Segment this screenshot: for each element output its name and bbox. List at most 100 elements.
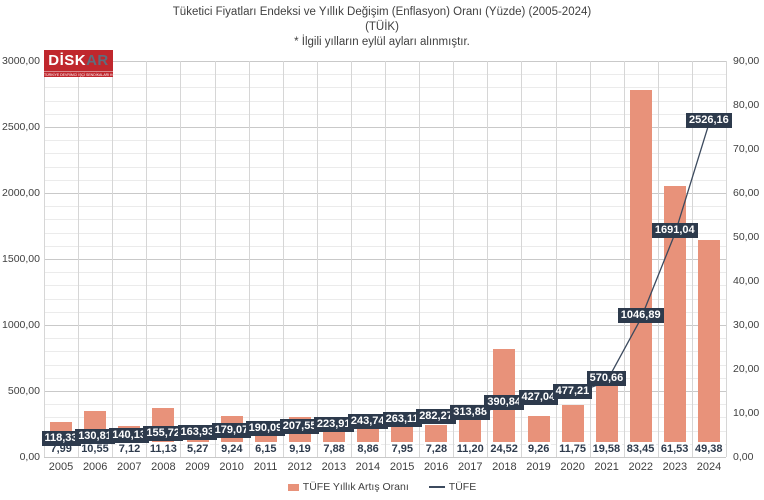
legend-line-label: TÜFE [448,481,477,493]
tufe-value-label-2024: 2526,16 [686,113,732,128]
tufe-value-label-2018: 390,84 [484,394,525,410]
bar-value-label-2006: 10,55 [79,442,111,457]
x-axis-label-2008: 2008 [151,461,176,473]
x-axis-label-2022: 2022 [628,461,654,473]
right-axis-label-50,00: 50,00 [733,231,760,243]
bar-value-label-2011: 6,15 [253,442,279,457]
tufe-value-label-2011: 190,09 [245,421,286,437]
bar-value-label-2012: 9,19 [287,442,313,457]
tufe-value-label-2022: 1046,89 [617,308,664,324]
left-axis-label-2500,00: 2500,00 [2,121,40,133]
gridline-vertical [146,61,148,457]
left-axis-label-3000,00: 3000,00 [2,55,40,67]
right-axis-label-0,00: 0,00 [733,451,754,463]
bar-series-swatch-icon [287,483,299,491]
tufe-value-label-2009: 163,93 [177,424,218,440]
chart-title: Tüketici Fiyatları Endeksi ve Yıllık Değ… [0,5,764,50]
bar-2024 [698,239,720,457]
bar-value-label-2014: 8,86 [355,442,381,457]
gridline-vertical [453,61,455,457]
diskar-logo-main: DİSK AR [44,50,113,71]
tufe-value-label-2017: 313,88 [450,405,490,421]
tufe-value-label-2013: 223,91 [313,416,354,432]
bar-value-label-2013: 7,88 [321,442,347,457]
x-axis-label-2011: 2011 [253,461,278,473]
gridline-vertical [657,61,659,457]
bar-value-label-2022: 83,45 [624,442,657,457]
gridline-vertical [282,61,284,457]
chart-title-line2: (TÜİK) [365,21,399,33]
diskar-logo-disk-text: DİSK [48,52,87,69]
tufe-value-label-2016: 282,27 [416,409,456,425]
x-axis-label-2021: 2021 [594,461,619,473]
bar-value-label-2019: 9,26 [526,442,552,457]
right-axis-label-10,00: 10,00 [733,407,760,419]
bar-2022 [629,89,652,457]
diskar-logo: DİSK AR TÜRKİYE DEVRİMCİ İŞÇİ SENDİKALARI… [44,50,113,77]
bar-value-label-2024: 49,38 [693,442,725,457]
left-axis-label-500,00: 500,00 [7,385,40,397]
x-axis-label-2005: 2005 [48,461,74,473]
bar-value-label-2009: 5,27 [185,442,211,457]
gridline-vertical [180,61,182,457]
legend-bar-label: TÜFE Yıllık Artış Oranı [302,481,409,493]
right-axis-label-60,00: 60,00 [733,187,760,199]
gridline-vertical [385,61,386,457]
gridline-vertical [350,61,352,457]
left-axis-label-1500,00: 1500,00 [2,253,40,265]
legend-item-line-series: TÜFE [428,481,477,493]
tufe-value-label-2019: 427,04 [518,390,559,406]
tufe-value-label-2007: 140,13 [109,428,149,443]
bar-value-label-2008: 11,13 [147,442,179,457]
tufe-value-label-2010: 179,07 [211,422,252,438]
x-axis-label-2012: 2012 [287,461,313,473]
x-axis-label-2016: 2016 [423,461,449,473]
x-axis-label-2015: 2015 [389,461,415,473]
x-axis-label-2006: 2006 [82,461,108,473]
x-axis-label-2023: 2023 [662,461,688,473]
tufe-value-label-2015: 263,11 [382,411,422,427]
x-axis-label-2009: 2009 [185,461,210,473]
gridline-vertical [248,61,250,457]
bar-value-label-2015: 7,95 [389,442,416,457]
bar-value-label-2021: 19,58 [590,442,623,457]
x-axis-label-2019: 2019 [526,461,551,473]
gridline-major [44,457,726,458]
x-axis-label-2013: 2013 [321,461,347,473]
right-axis-label-90,00: 90,00 [733,55,760,67]
bar-value-label-2010: 9,24 [219,442,245,457]
gridline-vertical [44,61,45,457]
tufe-value-label-2023: 1691,04 [651,223,698,239]
x-axis-label-2010: 2010 [219,461,244,473]
tufe-value-label-2021: 570,66 [586,371,627,387]
gridline-vertical [419,61,421,457]
tufe-value-label-2005: 118,33 [41,430,81,446]
bar-value-label-2023: 61,53 [658,442,691,457]
gridline-vertical [112,61,114,457]
tufe-value-label-2008: 155,72 [143,425,184,441]
gridline-vertical [78,61,80,457]
bar-value-label-2018: 24,52 [488,442,520,457]
gridline-vertical [726,61,727,457]
left-axis-label-0,00: 0,00 [19,451,40,463]
x-axis-label-2020: 2020 [560,461,585,473]
chart-legend: TÜFE Yıllık Artış Oranı TÜFE [0,481,764,493]
left-axis-label-1000,00: 1000,00 [2,319,40,331]
x-axis-label-2018: 2018 [492,461,517,473]
bar-value-label-2020: 11,75 [557,442,589,457]
right-axis-label-20,00: 20,00 [733,363,760,375]
x-axis-label-2007: 2007 [117,461,142,473]
x-axis-label-2017: 2017 [458,461,483,473]
gridline-vertical [623,61,625,457]
right-axis-label-80,00: 80,00 [733,99,760,111]
left-axis-label-2000,00: 2000,00 [2,187,40,199]
x-axis-label-2014: 2014 [355,461,381,473]
legend-item-bar-series: TÜFE Yıllık Artış Oranı [287,481,409,493]
tufe-value-label-2012: 207,55 [279,419,320,435]
chart-title-note: * İlgili yılların eylül ayları alınmıştı… [294,36,470,48]
line-series-swatch-icon [428,486,445,488]
right-axis-label-40,00: 40,00 [733,275,760,287]
x-axis-label-2024: 2024 [696,461,722,473]
bar-value-label-2007: 7,12 [116,442,143,457]
